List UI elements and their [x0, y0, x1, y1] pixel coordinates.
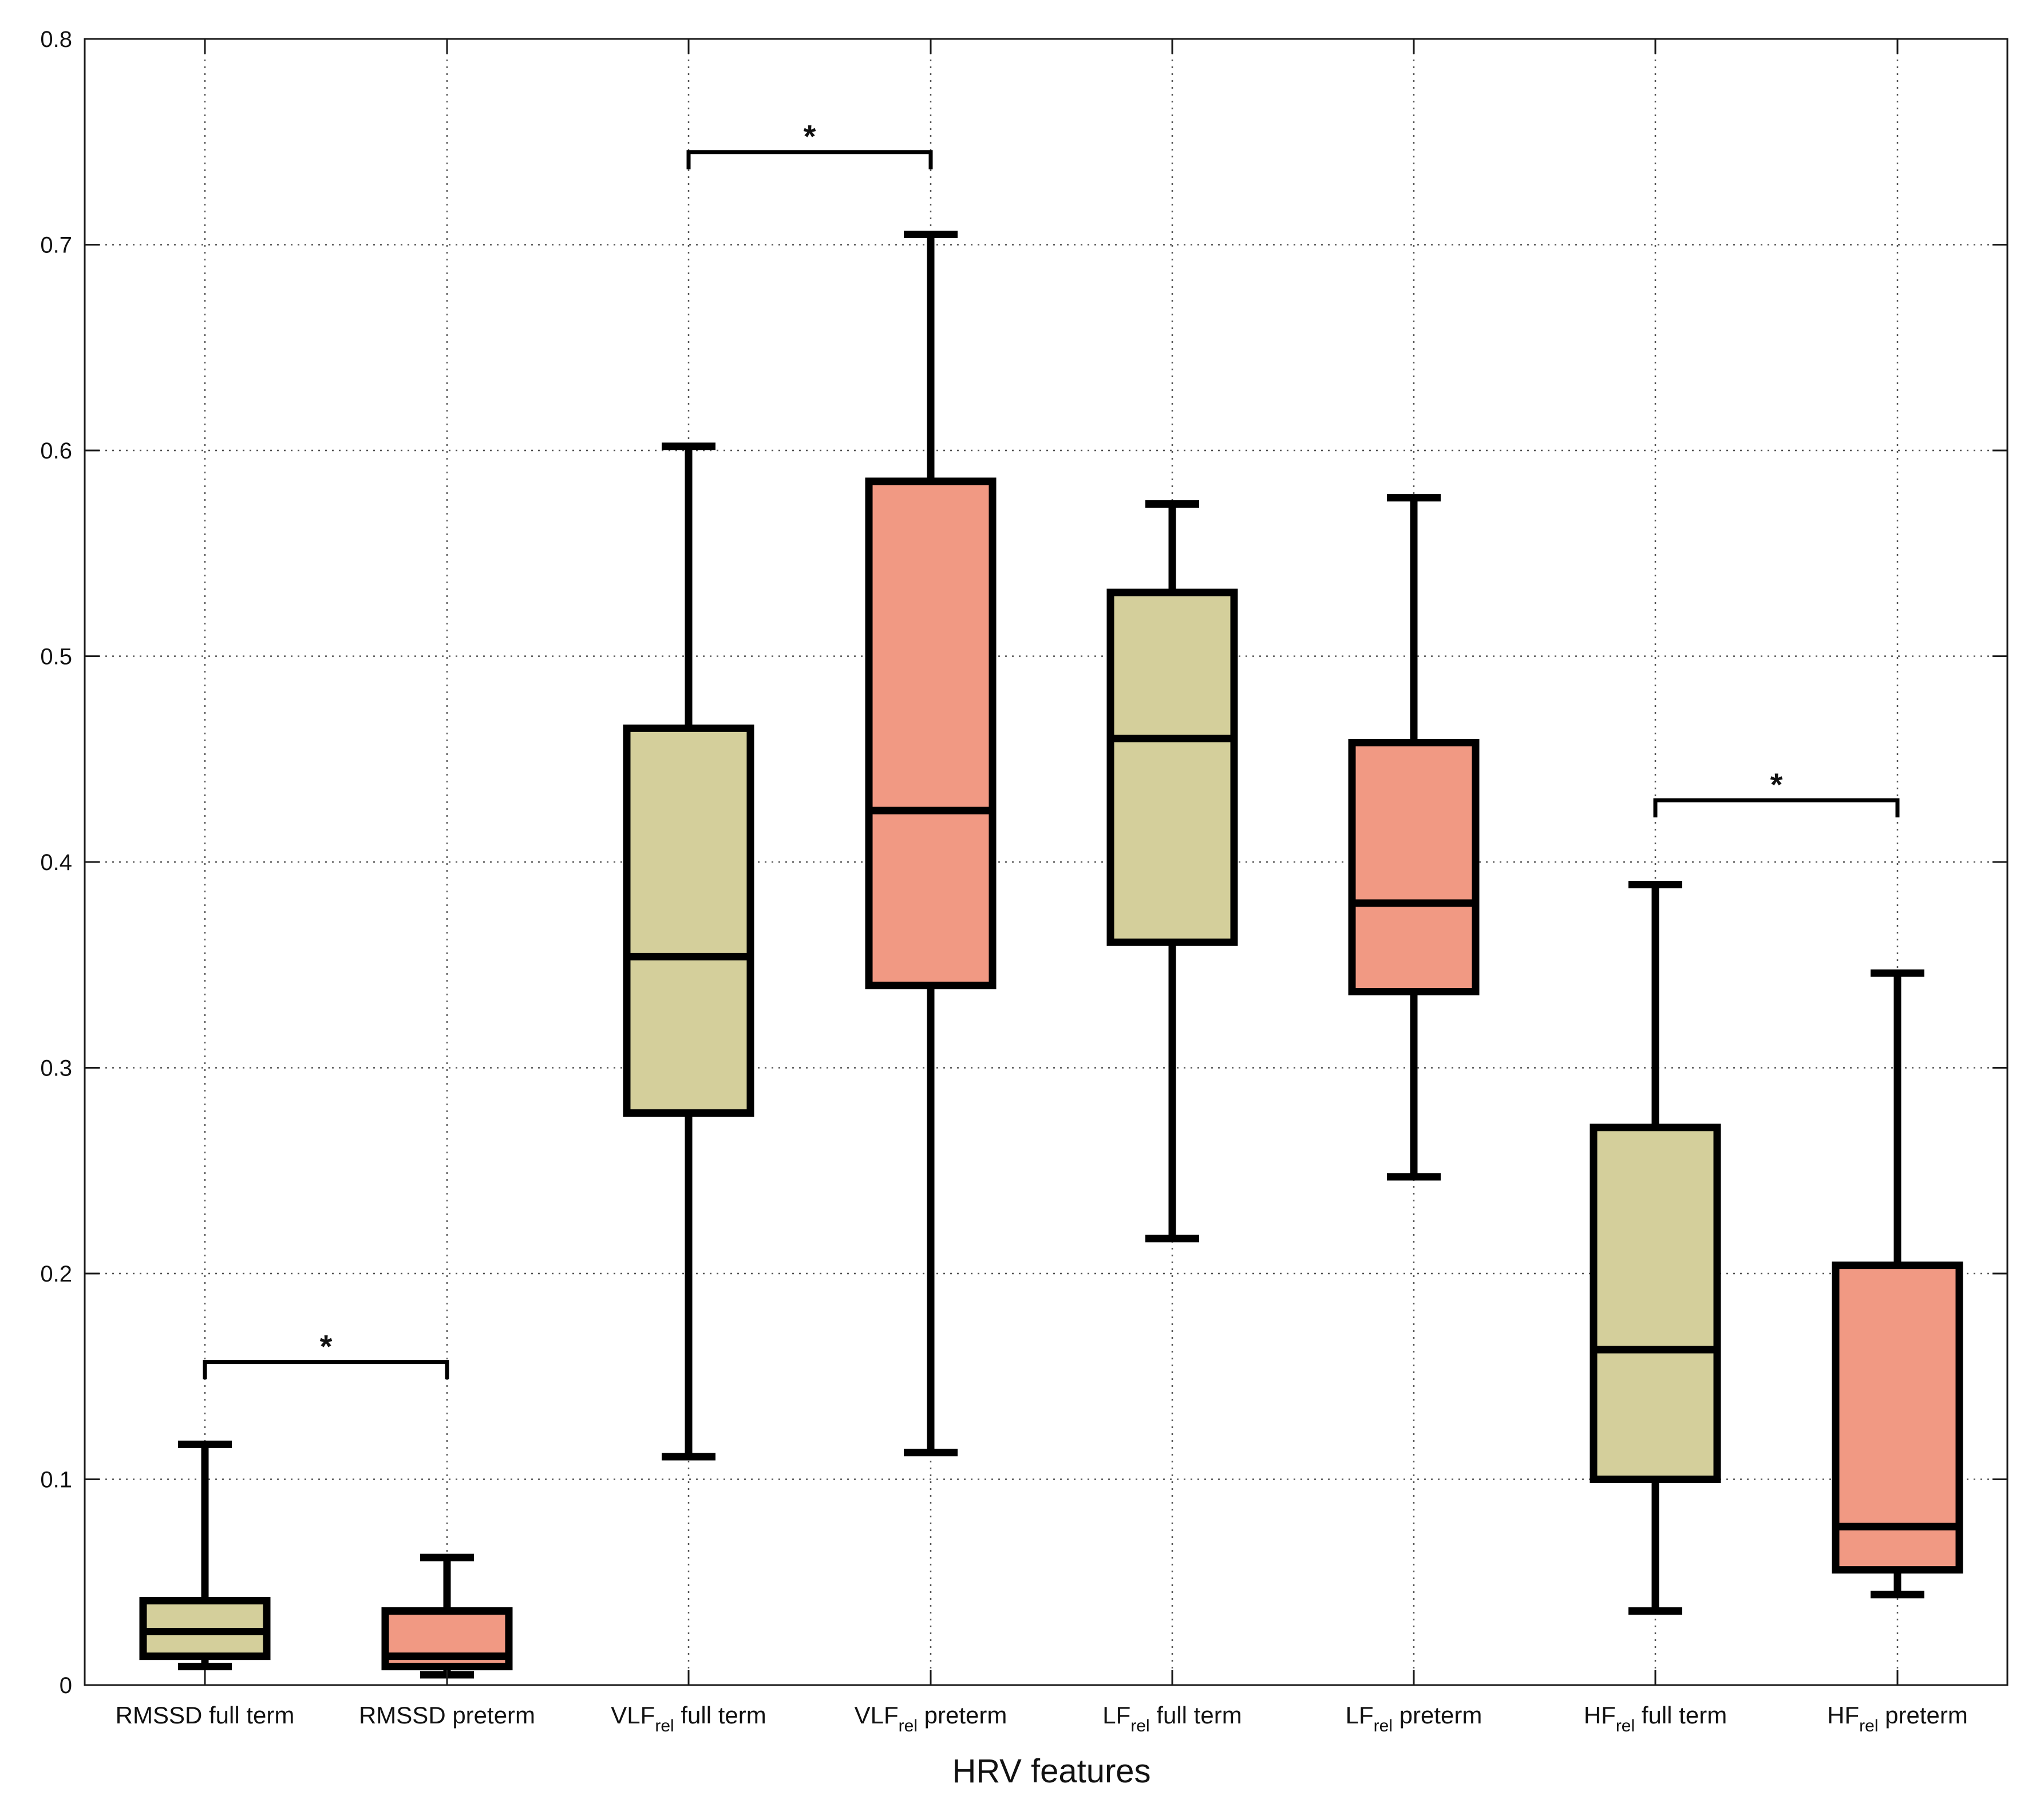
x-category-label: VLFrel preterm [855, 1702, 1007, 1735]
label-suffix: full term [681, 1702, 766, 1729]
box-2 [381, 1553, 513, 1679]
x-category-label: VLFrel full term [611, 1702, 766, 1735]
label-space [1635, 1702, 1642, 1729]
label-space [674, 1702, 681, 1729]
label-base: VLF [611, 1702, 655, 1729]
label-space [446, 1702, 453, 1729]
label-base: VLF [855, 1702, 899, 1729]
significance-bracket: * [203, 1328, 449, 1379]
label-suffix: full term [1156, 1702, 1242, 1729]
label-suffix: preterm [452, 1702, 535, 1729]
box-7 [1590, 881, 1721, 1615]
label-space [1150, 1702, 1157, 1729]
y-tick-label: 0.7 [40, 233, 72, 258]
x-axis-labels: RMSSD full term RMSSD preterm VLFrel full … [116, 1702, 1968, 1735]
label-subscript: rel [655, 1717, 674, 1735]
label-base: RMSSD [359, 1702, 446, 1729]
iqr-box [1106, 588, 1238, 946]
iqr-box [623, 724, 754, 1117]
label-base: LF [1102, 1702, 1130, 1729]
x-category-label: LFrel preterm [1346, 1702, 1482, 1735]
y-tick-label: 0.1 [40, 1468, 72, 1493]
y-tick-label: 0.8 [40, 27, 72, 52]
x-category-label: HFrel full term [1584, 1702, 1727, 1735]
y-axis-ticks: 0 0.1 0.2 0.3 0.4 0.5 0.6 0.7 0.8 [40, 27, 2007, 1698]
label-suffix: preterm [1399, 1702, 1482, 1729]
box-1 [139, 1440, 271, 1671]
iqr-box [1590, 1124, 1721, 1483]
x-category-label: LFrel full term [1102, 1702, 1242, 1735]
y-tick-label: 0.2 [40, 1262, 72, 1287]
label-space [1878, 1702, 1885, 1729]
bracket-line [686, 150, 933, 169]
iqr-box [1832, 1262, 1963, 1574]
label-suffix: full term [1642, 1702, 1727, 1729]
y-tick-label: 0.6 [40, 438, 72, 464]
x-category-label: RMSSD full term [116, 1702, 295, 1729]
y-tick-label: 0 [60, 1673, 72, 1698]
x-category-label: HFrel preterm [1827, 1702, 1968, 1735]
box-3 [623, 442, 754, 1461]
label-base: LF [1346, 1702, 1374, 1729]
label-space [1393, 1702, 1399, 1729]
x-axis-title: HRV features [952, 1753, 1151, 1790]
bracket-line [1653, 798, 1900, 818]
label-subscript: rel [1130, 1717, 1149, 1735]
box-6 [1348, 494, 1480, 1181]
y-tick-label: 0.4 [40, 850, 72, 875]
label-space [202, 1702, 209, 1729]
iqr-box [1348, 738, 1480, 995]
label-base: RMSSD [116, 1702, 203, 1729]
label-suffix: full term [209, 1702, 294, 1729]
label-subscript: rel [1616, 1717, 1635, 1735]
significance-markers: * * * [203, 118, 1900, 1379]
y-tick-label: 0.3 [40, 1056, 72, 1081]
significance-star: * [320, 1328, 333, 1365]
bracket-line [203, 1360, 449, 1379]
box-8 [1832, 969, 1963, 1599]
significance-star: * [1770, 766, 1783, 802]
label-space [918, 1702, 924, 1729]
significance-star: * [804, 118, 816, 155]
label-suffix: preterm [1885, 1702, 1968, 1729]
label-subscript: rel [1374, 1717, 1393, 1735]
y-tick-label: 0.5 [40, 644, 72, 670]
iqr-box [865, 477, 997, 990]
box-5 [1106, 500, 1238, 1243]
box-plots [139, 231, 1963, 1679]
x-category-label: RMSSD preterm [359, 1702, 535, 1729]
label-base: HF [1584, 1702, 1616, 1729]
label-suffix: preterm [924, 1702, 1007, 1729]
label-subscript: rel [899, 1717, 918, 1735]
significance-bracket: * [686, 118, 933, 169]
significance-bracket: * [1653, 766, 1900, 818]
label-base: HF [1827, 1702, 1859, 1729]
box-4 [865, 231, 997, 1457]
label-subscript: rel [1859, 1717, 1878, 1735]
